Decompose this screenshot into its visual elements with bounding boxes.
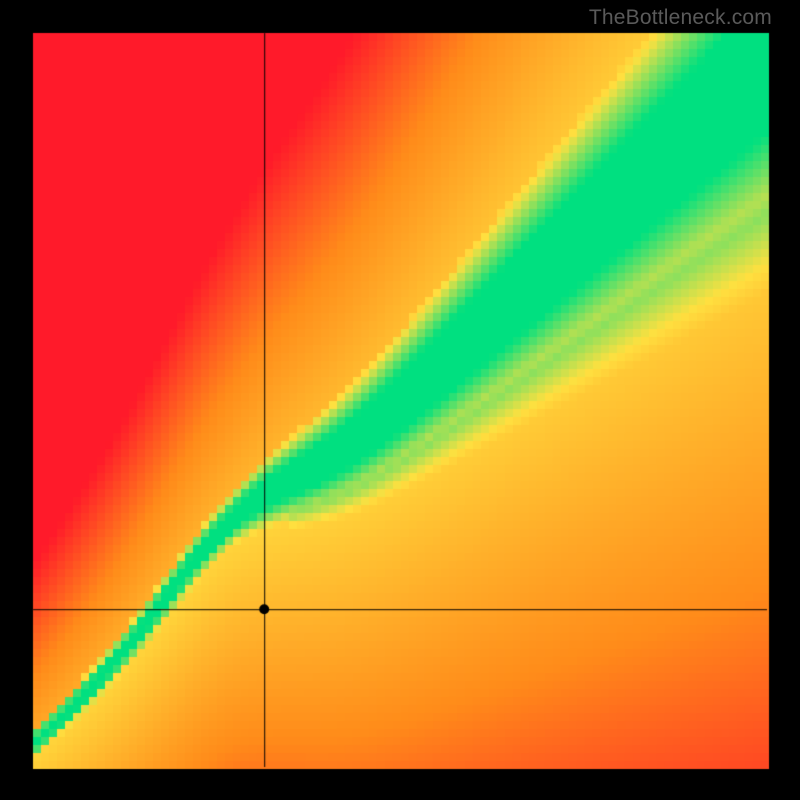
bottleneck-chart: TheBottleneck.com [0,0,800,800]
watermark-text: TheBottleneck.com [589,6,772,30]
crosshair-overlay [0,0,800,800]
